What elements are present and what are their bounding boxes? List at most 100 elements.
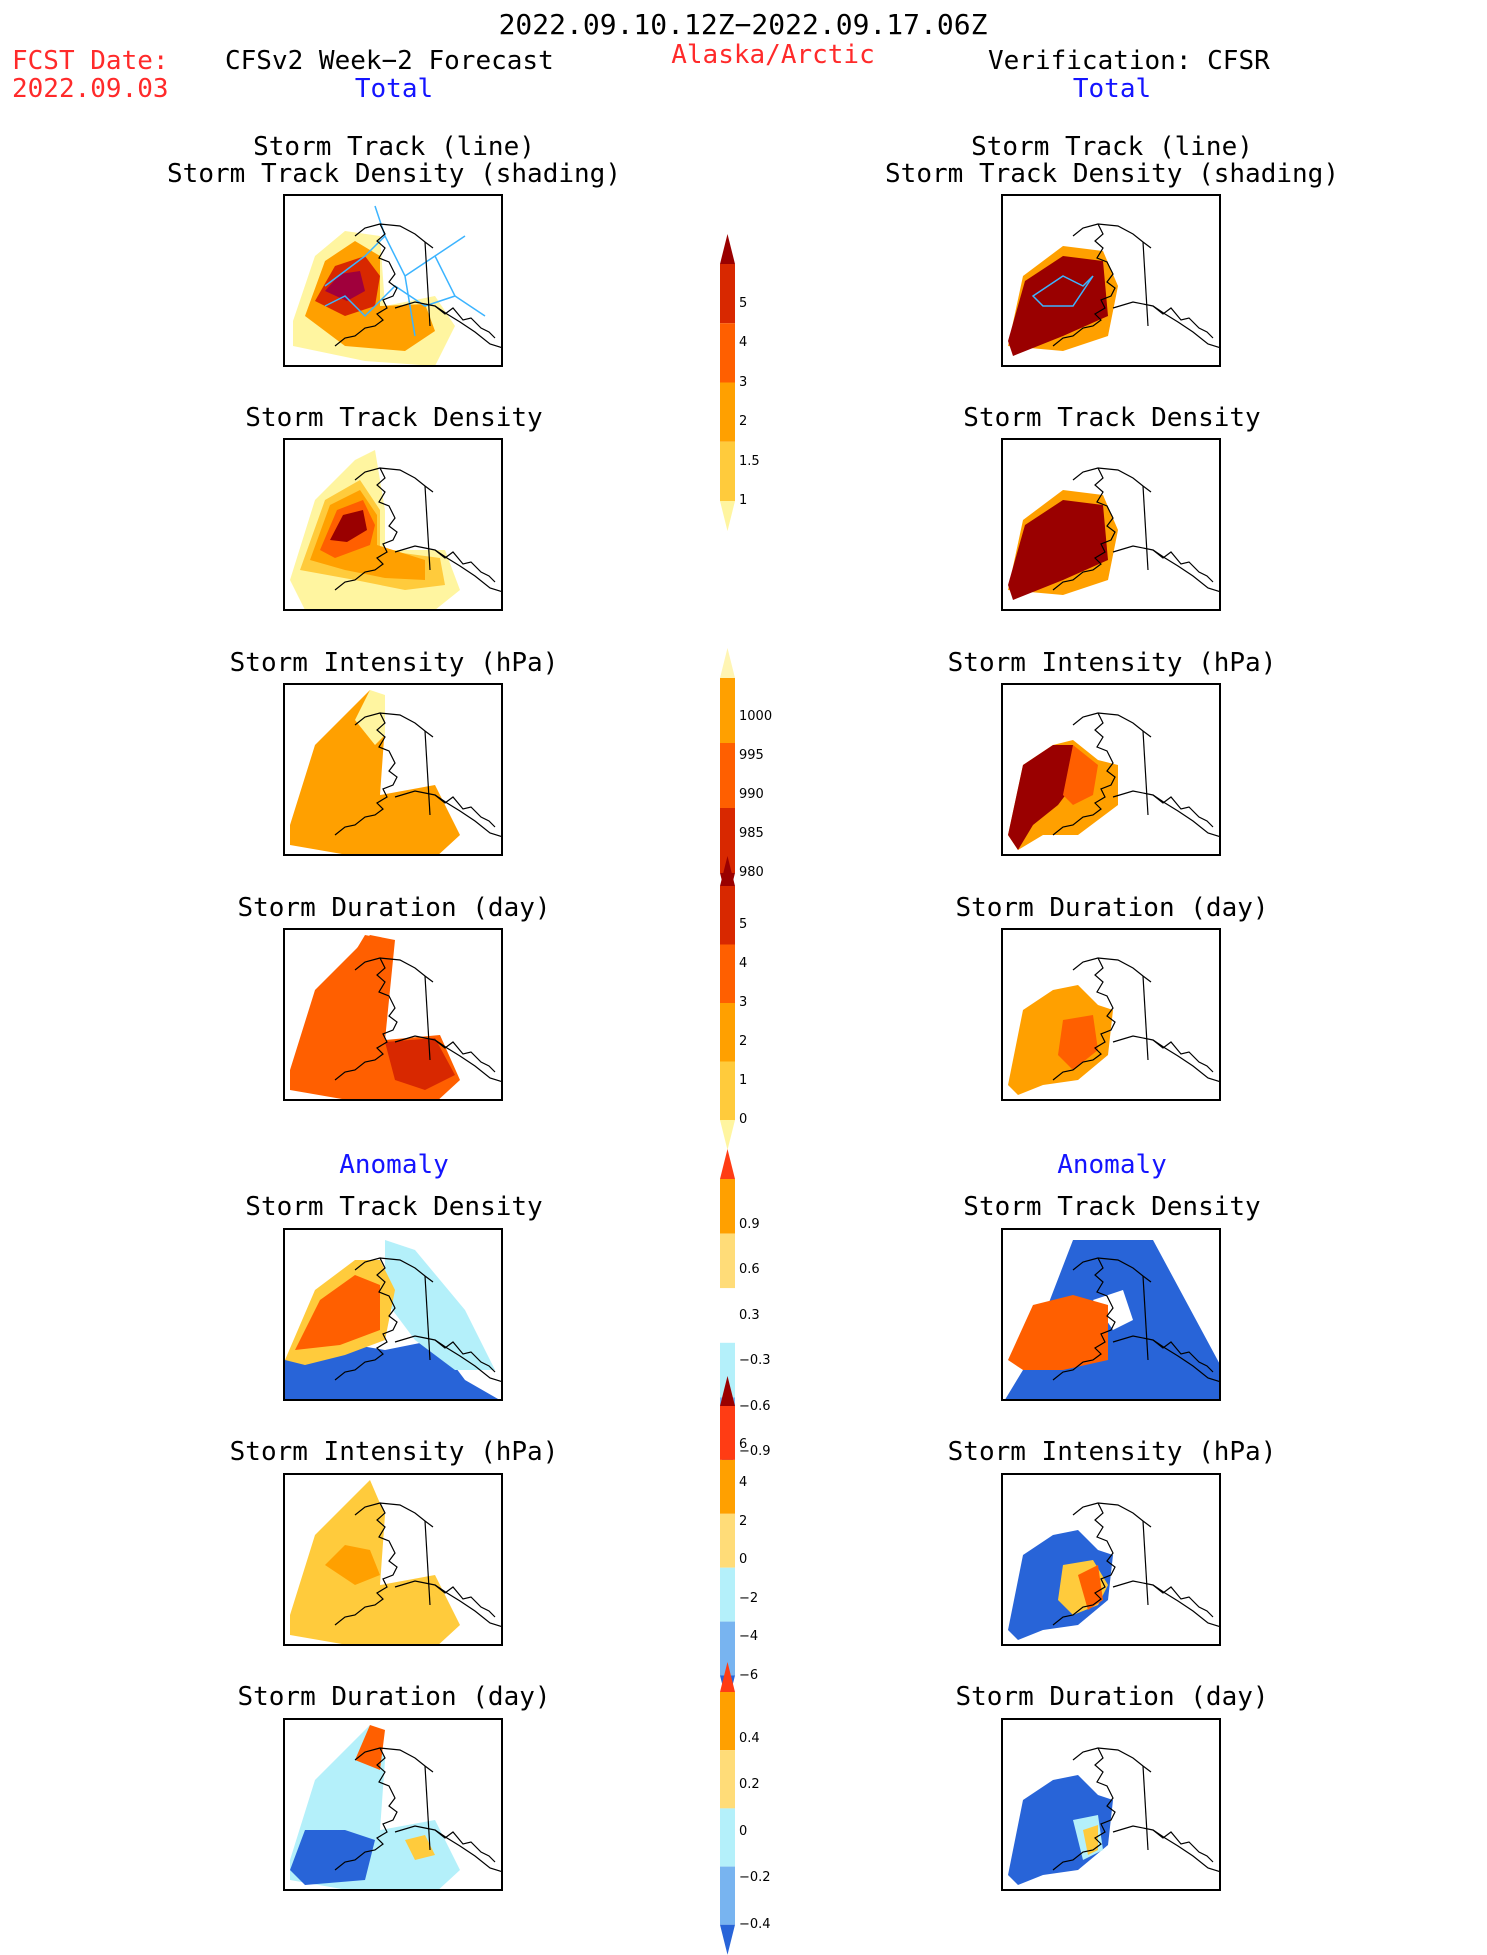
colorbar-tick-label: 5 xyxy=(739,917,748,932)
period-title: 2022.09.10.12Z−2022.09.17.06Z xyxy=(498,8,988,41)
shading-region xyxy=(1058,1015,1098,1070)
coastline xyxy=(1142,975,1149,1061)
row1-title2-right: Storm Track Density (shading) xyxy=(885,159,1339,189)
colorbar-segment xyxy=(720,1567,735,1622)
shading-region xyxy=(1008,1295,1108,1370)
row3-title-left: Storm Intensity (hPa) xyxy=(229,648,559,678)
colorbar-tick-label: 0.3 xyxy=(739,1307,760,1323)
fcst-date-value: 2022.09.03 xyxy=(12,74,169,104)
colorbar-segment xyxy=(720,441,735,501)
coastline xyxy=(1152,305,1214,339)
alaska-map xyxy=(290,1480,501,1644)
coastline xyxy=(434,794,496,828)
shading-region xyxy=(290,1480,460,1644)
colorbar-tick-label: 2 xyxy=(739,414,748,429)
colorbar-tick-label: −6 xyxy=(739,1667,759,1683)
colorbar-segment xyxy=(720,1459,735,1514)
coastline xyxy=(1052,712,1219,838)
colorbar-arrow-top xyxy=(720,1149,735,1179)
colorbar-tick-label: 1 xyxy=(739,493,748,508)
colorbar-segment xyxy=(720,1003,735,1062)
colorbar-intensity-anom xyxy=(720,1376,735,1706)
forecast-title: CFSv2 Week−2 Forecast xyxy=(225,46,554,76)
colorbar-segment xyxy=(720,1692,735,1751)
colorbar-tick-label: 4 xyxy=(739,956,748,971)
alaska-map xyxy=(1005,1240,1219,1399)
coastline xyxy=(1152,549,1214,583)
coastline xyxy=(1142,241,1149,327)
colorbar-tick-label: 995 xyxy=(739,748,764,763)
map-panel-2l xyxy=(283,438,503,611)
shading-region xyxy=(1093,1290,1133,1330)
alaska-map xyxy=(293,205,501,365)
coastline xyxy=(334,957,501,1083)
colorbar-segment xyxy=(720,1406,735,1460)
row6-title-right: Storm Intensity (hPa) xyxy=(947,1437,1277,1467)
colorbar-segment xyxy=(720,1866,735,1925)
alaska-map xyxy=(290,935,501,1099)
coastline xyxy=(1142,485,1149,571)
coastline xyxy=(434,1584,496,1618)
shading-region xyxy=(290,1830,375,1885)
alaska-map xyxy=(290,450,501,609)
coastline xyxy=(1152,794,1214,828)
coastline xyxy=(434,1829,496,1863)
colorbar-segment xyxy=(720,1621,735,1676)
colorbar-tick-label: 5 xyxy=(739,295,748,311)
region-title: Alaska/Arctic xyxy=(671,40,875,70)
coastline xyxy=(424,241,431,327)
colorbar-segment xyxy=(720,1233,735,1289)
colorbar-tick-label: 0.6 xyxy=(739,1262,760,1277)
colorbar-tick-label: 2 xyxy=(739,1034,748,1049)
anomaly-label-right: Anomaly xyxy=(1057,1150,1167,1180)
colorbar-segment xyxy=(720,1061,735,1120)
shading-region xyxy=(325,271,365,301)
row1-title-right: Storm Track (line) Storm Track Density (… xyxy=(885,132,1339,189)
coastline xyxy=(424,1275,431,1361)
alaska-map xyxy=(1008,467,1219,600)
colorbar-tick-label: 1.5 xyxy=(739,453,760,469)
colorbar-segment xyxy=(720,1179,735,1234)
anomaly-label-left: Anomaly xyxy=(339,1150,449,1180)
colorbar-arrow-top xyxy=(720,1376,735,1406)
coastline xyxy=(1052,957,1219,1083)
colorbar-tick-label: 990 xyxy=(739,787,764,802)
coastline xyxy=(1142,1275,1149,1361)
total-label-right: Total xyxy=(1072,74,1152,104)
colorbar-arrow-bottom xyxy=(720,1120,735,1150)
coastline xyxy=(434,305,496,339)
storm-track-line xyxy=(1031,275,1094,307)
colorbar-density-total xyxy=(720,234,735,531)
coastline xyxy=(424,730,431,816)
row4-title-right: Storm Duration (day) xyxy=(955,893,1269,923)
row5-title-left: Storm Track Density xyxy=(245,1192,543,1222)
row6-title-left: Storm Intensity (hPa) xyxy=(229,1437,559,1467)
shading-region xyxy=(385,1240,495,1370)
coastline xyxy=(334,1747,501,1873)
row2-title-right: Storm Track Density xyxy=(963,403,1261,433)
coastline xyxy=(334,223,501,349)
map-panel-1r xyxy=(1001,194,1221,367)
map-panel-4l xyxy=(283,928,503,1101)
coastline xyxy=(434,1339,496,1373)
coastline xyxy=(334,467,501,593)
map-panel-7r xyxy=(1001,1718,1221,1891)
storm-track-line xyxy=(324,205,486,337)
coastline xyxy=(1142,1520,1149,1606)
fcst-date-label: FCST Date: xyxy=(12,46,169,76)
colorbar-segment xyxy=(720,1808,735,1867)
colorbar-arrow-bottom xyxy=(720,1924,735,1955)
colorbar-tick-label: −0.2 xyxy=(739,1870,771,1886)
shading-region xyxy=(405,1835,435,1860)
colorbar-tick-label: 0 xyxy=(739,1112,748,1127)
coastline xyxy=(424,975,431,1061)
coastline xyxy=(334,1257,501,1383)
coastline xyxy=(334,1502,501,1628)
coastline xyxy=(1052,223,1219,349)
colorbar-tick-label: 3 xyxy=(739,995,748,1010)
coastline xyxy=(1152,1829,1214,1863)
map-panel-5r xyxy=(1001,1228,1221,1401)
colorbar-arrow-bottom xyxy=(720,501,735,531)
colorbar-tick-label: 0 xyxy=(739,1823,748,1839)
colorbar-tick-label: 3 xyxy=(739,374,748,390)
